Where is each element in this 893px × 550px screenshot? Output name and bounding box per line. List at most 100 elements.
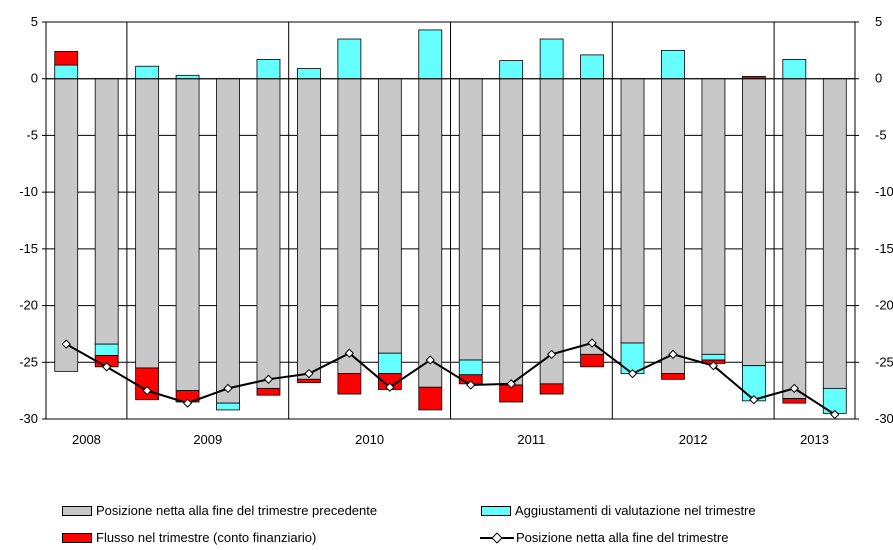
- bar-flow: [418, 386, 443, 411]
- bar-valuation: [458, 359, 483, 376]
- line-marker: [61, 339, 71, 349]
- line-end-position: [65, 341, 836, 416]
- line-marker: [425, 355, 435, 365]
- legend-label: Posizione netta alla fine del trimestre …: [96, 503, 378, 518]
- legend-item-valuation: Aggiustamenti di valutazione nel trimest…: [481, 503, 756, 518]
- bar-valuation: [661, 49, 685, 80]
- bar-prev-position: [661, 78, 685, 375]
- line-marker: [263, 374, 274, 384]
- bar-prev-position: [580, 78, 604, 355]
- x-tick-label: 2010: [355, 432, 384, 447]
- y-tick-label-right: 0: [875, 71, 882, 86]
- bar-valuation: [782, 59, 807, 80]
- line-marker: [102, 362, 112, 372]
- bar-valuation: [135, 65, 160, 80]
- legend-swatch-gray: [62, 505, 92, 516]
- bar-prev-position: [256, 78, 281, 389]
- bar-prev-position: [54, 78, 79, 372]
- bar-prev-position: [782, 78, 807, 399]
- y-tick-label-right: -25: [875, 354, 893, 369]
- bar-prev-position: [620, 78, 645, 344]
- bar-valuation: [216, 402, 240, 411]
- line-marker: [546, 349, 557, 360]
- line-marker: [506, 379, 516, 389]
- bar-flow: [297, 378, 321, 384]
- y-tick-label-right: -15: [875, 241, 893, 256]
- bar-flow: [580, 353, 604, 368]
- line-marker: [789, 383, 799, 394]
- bar-valuation: [499, 60, 524, 80]
- bar-prev-position: [297, 78, 321, 380]
- bar-valuation: [377, 352, 402, 375]
- legend: Posizione netta alla fine del trimestre …: [0, 498, 893, 550]
- line-marker: [182, 398, 193, 408]
- bar-prev-position: [377, 78, 402, 354]
- bar-valuation: [54, 64, 79, 80]
- bar-valuation: [580, 54, 604, 80]
- line-marker: [587, 338, 597, 348]
- y-tick-label-left: 5: [31, 14, 38, 29]
- bar-flow: [539, 383, 564, 395]
- legend-swatch-red: [62, 532, 92, 543]
- bar-prev-position: [458, 78, 483, 361]
- bar-prev-position: [539, 78, 564, 385]
- x-tick-label: 2013: [800, 432, 829, 447]
- y-tick-label-right: -5: [875, 127, 887, 142]
- bar-prev-position: [418, 78, 443, 388]
- bar-prev-position: [135, 78, 160, 369]
- y-tick-label-right: -30: [875, 411, 893, 426]
- bar-prev-position: [822, 78, 847, 389]
- y-tick-label-left: -25: [19, 354, 38, 369]
- y-tick-label-right: -10: [875, 184, 893, 199]
- bar-flow: [54, 51, 79, 66]
- line-marker: [749, 395, 759, 405]
- legend-item-prev-position: Posizione netta alla fine del trimestre …: [62, 503, 377, 518]
- legend-swatch-cyan: [481, 505, 511, 516]
- y-tick-label-left: -5: [26, 127, 38, 142]
- line-marker: [627, 368, 638, 379]
- x-tick-label: 2009: [193, 432, 222, 447]
- x-tick-label: 2011: [517, 432, 545, 447]
- bar-prev-position: [94, 78, 119, 345]
- x-tick-label: 2012: [679, 432, 708, 447]
- bar-valuation: [539, 38, 564, 80]
- bar-prev-position: [337, 78, 362, 375]
- bar-prev-position: [216, 78, 240, 404]
- line-marker: [830, 409, 840, 420]
- bar-prev-position: [499, 78, 524, 386]
- bar-flow: [782, 398, 807, 404]
- legend-item-flow: Flusso nel trimestre (conto finanziario): [62, 530, 316, 545]
- bar-prev-position: [701, 78, 726, 355]
- y-tick-label-left: -30: [19, 411, 38, 426]
- line-marker: [708, 361, 719, 371]
- legend-item-end-position: Posizione netta alla fine del trimestre: [480, 530, 728, 545]
- line-marker: [344, 348, 355, 358]
- y-tick-label-left: -15: [19, 241, 38, 256]
- line-marker: [385, 382, 395, 392]
- legend-label: Flusso nel trimestre (conto finanziario): [96, 530, 317, 545]
- legend-label: Aggiustamenti di valutazione nel trimest…: [515, 503, 756, 518]
- line-marker: [304, 368, 314, 379]
- y-tick-label-left: -20: [19, 298, 38, 313]
- bar-flow: [337, 373, 362, 395]
- bar-valuation: [337, 38, 362, 80]
- x-tick-label: 2008: [72, 432, 101, 447]
- bar-flow: [661, 373, 685, 380]
- y-tick-label-left: -10: [19, 184, 38, 199]
- chart: 5 5 0 0 -5 -5 -10 -10 -15 -15 -20 -20 -25 -25 -30 -30 20…: [19, 14, 893, 447]
- line-marker: [466, 380, 476, 390]
- bar-prev-position: [741, 78, 766, 367]
- bar-valuation: [297, 68, 321, 80]
- bar-prev-position: [175, 78, 200, 392]
- y-tick-label-left: 0: [31, 71, 38, 86]
- y-tick-label-right: 5: [875, 14, 882, 29]
- legend-line-marker: [480, 533, 514, 543]
- legend-label: Posizione netta alla fine del trimestre: [516, 530, 729, 545]
- line-marker: [142, 385, 152, 396]
- bar-valuation: [701, 353, 726, 361]
- bar-flow: [256, 387, 281, 396]
- y-tick-label-right: -20: [875, 298, 893, 313]
- bar-valuation: [175, 74, 200, 80]
- line-marker: [668, 349, 678, 360]
- bar-valuation: [256, 59, 281, 80]
